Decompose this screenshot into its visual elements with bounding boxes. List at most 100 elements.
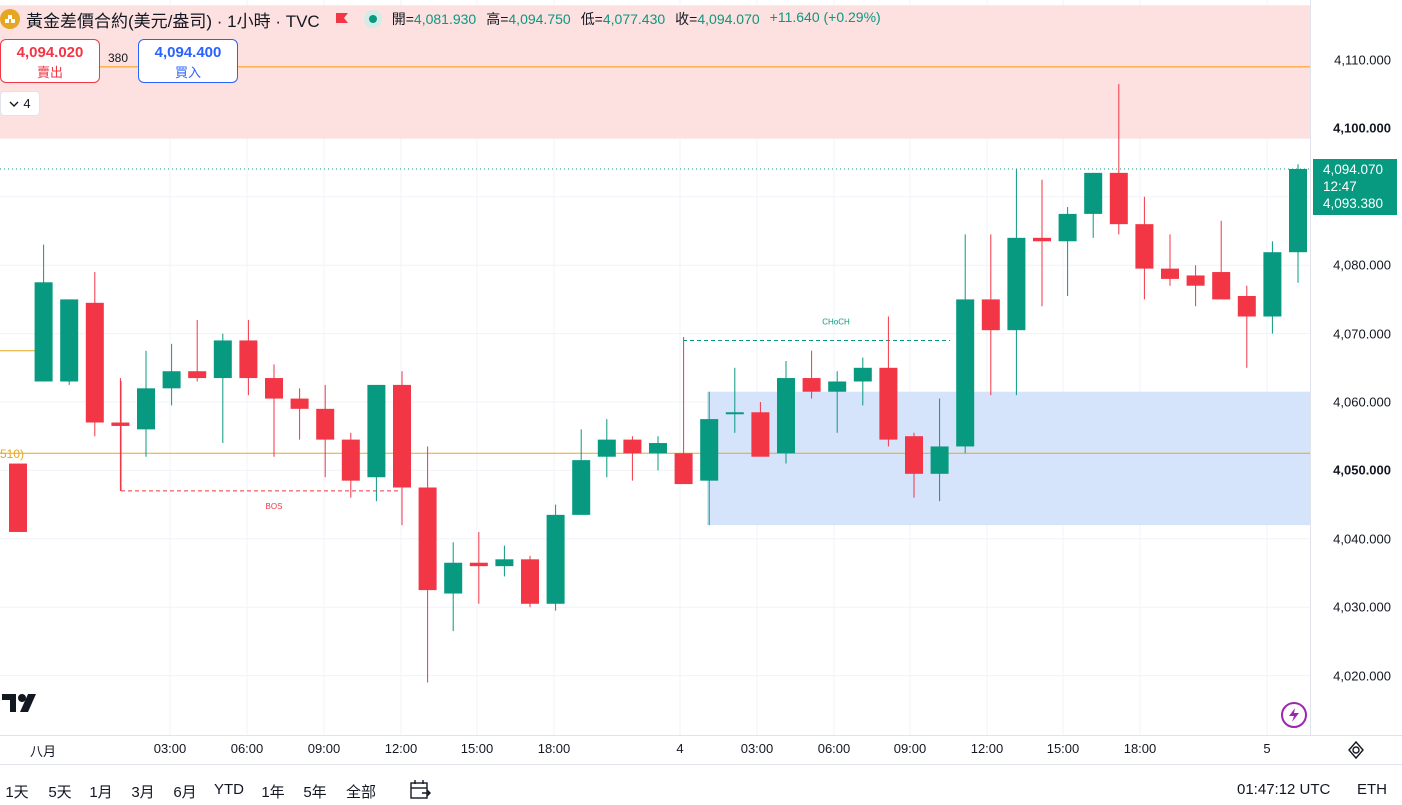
candle-body-1 — [34, 282, 53, 382]
time-tick-label: 03:00 — [740, 741, 774, 756]
candle-body-12 — [316, 408, 335, 440]
price-tick-label: 4,020.000 — [1333, 668, 1391, 684]
time-tick-label: 12:00 — [384, 741, 418, 756]
clock-readout[interactable]: 01:47:12 UTC — [1237, 781, 1331, 798]
range-button[interactable]: 3月 — [131, 784, 155, 801]
candle-body-43 — [1109, 172, 1128, 225]
candle-body-26 — [674, 453, 693, 485]
range-button[interactable]: 1年 — [261, 784, 285, 801]
ohlc-open: 開=4,081.930 — [391, 11, 477, 27]
price-tick-label: 4,110.000 — [1334, 52, 1391, 68]
indicators-count: 4 — [23, 96, 31, 111]
candle-body-24 — [623, 439, 642, 454]
buy-price: 4,094.400 — [154, 44, 222, 61]
candle-body-41 — [1058, 213, 1077, 242]
candle-body-6 — [162, 371, 181, 389]
time-tick-label: 15:00 — [460, 741, 494, 756]
bid-price: 4,093.380 — [1323, 195, 1384, 211]
candle-body-14 — [367, 384, 386, 478]
candle-body-4 — [111, 422, 130, 426]
price-axis[interactable]: 4,110.000 4,100.000 4,080.000 4,070.000 4,06… — [1310, 0, 1402, 735]
candle-body-20 — [521, 559, 539, 604]
candle-body-2 — [60, 299, 79, 382]
tradingview-logo[interactable] — [2, 692, 42, 719]
time-tick-label: 12:00 — [970, 741, 1004, 756]
range-button[interactable]: YTD — [214, 781, 244, 798]
candle-body-0 — [9, 463, 27, 532]
chart-header: 黃金差價合約(美元/盎司) · 1小時 · TVC 開=4,081.930 高=… — [0, 6, 881, 32]
candle-body-7 — [188, 371, 207, 379]
settings-icon[interactable] — [1346, 740, 1366, 765]
spread-value: 380 — [108, 51, 129, 65]
time-tick-label: 15:00 — [1046, 741, 1080, 756]
sell-label: 賣出 — [36, 65, 63, 80]
candle-body-25 — [649, 443, 667, 454]
time-tick-label: 18:00 — [537, 741, 571, 756]
candle-body-21 — [546, 514, 565, 604]
range-button[interactable]: 5天 — [48, 784, 72, 801]
range-button[interactable]: 6月 — [173, 784, 197, 801]
last-price-badge: 4,094.070 12:47 4,093.380 — [1313, 158, 1397, 215]
flash-icon[interactable] — [1281, 702, 1307, 728]
sell-button[interactable]: 4,094.020 賣出 — [0, 39, 100, 83]
candle-body-40 — [1033, 237, 1051, 242]
candle-body-35 — [905, 436, 923, 474]
flag-icon[interactable] — [334, 11, 350, 27]
candle-body-13 — [341, 439, 360, 481]
candle-body-39 — [1007, 237, 1026, 331]
time-tick-label: 09:00 — [307, 741, 341, 756]
ohlc-high: 高=4,094.750 — [486, 11, 571, 27]
range-button[interactable]: 1月 — [89, 784, 113, 801]
countdown: 12:47 — [1323, 178, 1357, 194]
price-tick-label: 4,030.000 — [1333, 599, 1391, 615]
candle-body-46 — [1186, 275, 1205, 286]
candle-body-19 — [495, 559, 514, 567]
gold-symbol-icon — [0, 9, 20, 29]
price-tick-label: 4,060.000 — [1333, 394, 1391, 410]
time-tick-label: 06:00 — [230, 741, 264, 756]
candlestick-chart[interactable]: BOS CHoCH — [0, 0, 1310, 735]
candle-body-44 — [1135, 224, 1154, 269]
price-tick-label: 4,070.000 — [1333, 326, 1391, 342]
cropped-level-label: 510) — [0, 447, 25, 461]
zone-demand — [707, 391, 1310, 526]
candle-body-47 — [1212, 272, 1231, 300]
time-tick-label: 18:00 — [1123, 741, 1157, 756]
price-change: +11.640 (+0.29%) — [769, 9, 881, 25]
candle-body-22 — [572, 460, 591, 515]
date-range-icon[interactable] — [408, 779, 432, 805]
range-button[interactable]: 5年 — [303, 784, 327, 801]
candle-body-45 — [1161, 268, 1179, 279]
candle-body-42 — [1084, 172, 1103, 214]
chart-area[interactable]: BOS CHoCH 510) — [0, 0, 1310, 735]
market-status-icon[interactable] — [363, 10, 382, 28]
price-tick-label: 4,040.000 — [1333, 531, 1391, 547]
time-axis[interactable]: 八月 03:00 06:00 09:00 12:00 15:00 18:00 4 03:00 06… — [0, 735, 1402, 764]
time-tick-label: 5 — [1263, 741, 1271, 756]
bottom-toolbar: 1天 5天 1月 3月 6月 YTD 1年 5年 全部 01:47:12 UTC ETH — [0, 764, 1402, 805]
last-price: 4,094.070 — [1323, 161, 1384, 177]
currency-label[interactable]: ETH — [1357, 781, 1387, 798]
ohlc-close: 收=4,094.070 — [675, 11, 760, 27]
candle-body-11 — [290, 398, 309, 409]
indicators-toggle-button[interactable]: 4 — [0, 91, 40, 116]
candle-body-5 — [137, 388, 155, 430]
symbol-title[interactable]: 黃金差價合約(美元/盎司) · 1小時 · TVC — [26, 11, 320, 31]
candle-body-23 — [597, 439, 616, 457]
price-tick-label: 4,100.000 — [1333, 120, 1391, 136]
range-button[interactable]: 1天 — [5, 784, 29, 801]
candle-body-36 — [930, 446, 949, 474]
candle-body-33 — [853, 367, 872, 382]
buy-button[interactable]: 4,094.400 買入 — [138, 39, 238, 83]
choch-label: CHoCH — [822, 317, 850, 326]
candle-body-28 — [725, 412, 744, 415]
candle-body-10 — [265, 378, 283, 399]
candle-body-38 — [981, 299, 1000, 331]
range-button[interactable]: 全部 — [345, 784, 377, 801]
bos-label: BOS — [266, 502, 283, 511]
candle-body-31 — [802, 378, 821, 392]
time-tick-label: 03:00 — [153, 741, 187, 756]
candle-body-30 — [777, 378, 795, 454]
price-tick-label: 4,080.000 — [1333, 257, 1391, 273]
time-tick-label: 八月 — [29, 744, 57, 759]
